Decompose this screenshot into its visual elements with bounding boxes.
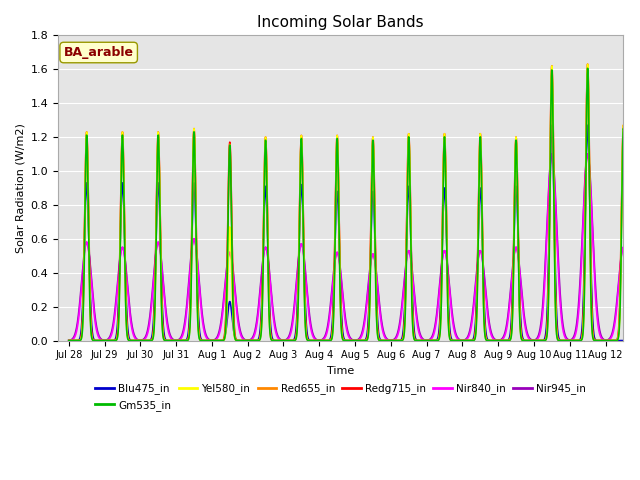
Red655_in	[285, 338, 292, 344]
Yel580_in	[584, 61, 591, 67]
Redg715_in	[399, 336, 406, 342]
Nir840_in	[85, 248, 93, 254]
Line: Redg715_in: Redg715_in	[68, 64, 640, 341]
Nir945_in	[637, 337, 640, 343]
Legend: Blu475_in, Gm535_in, Yel580_in, Red655_in, Redg715_in, Nir840_in, Nir945_in: Blu475_in, Gm535_in, Yel580_in, Red655_i…	[91, 379, 590, 415]
Gm535_in	[584, 65, 591, 71]
Gm535_in	[637, 338, 640, 344]
Red655_in	[414, 338, 422, 344]
Yel580_in	[334, 151, 342, 157]
Nir945_in	[85, 247, 93, 253]
Nir945_in	[285, 334, 292, 339]
Line: Blu475_in: Blu475_in	[68, 125, 640, 341]
Blu475_in	[334, 196, 342, 202]
Gm535_in	[334, 155, 342, 160]
Redg715_in	[637, 338, 640, 344]
Redg715_in	[584, 61, 591, 67]
Redg715_in	[85, 216, 93, 221]
Gm535_in	[414, 338, 422, 344]
Yel580_in	[414, 338, 422, 344]
Nir945_in	[399, 298, 406, 303]
Line: Gm535_in: Gm535_in	[68, 68, 640, 341]
X-axis label: Time: Time	[327, 366, 355, 376]
Red655_in	[637, 338, 640, 344]
Blu475_in	[637, 338, 640, 344]
Nir945_in	[502, 328, 509, 334]
Nir840_in	[285, 335, 292, 341]
Nir840_in	[65, 337, 72, 343]
Line: Red655_in: Red655_in	[68, 67, 640, 341]
Gm535_in	[502, 338, 509, 344]
Yel580_in	[85, 229, 93, 235]
Gm535_in	[399, 337, 406, 343]
Gm535_in	[285, 338, 292, 344]
Yel580_in	[65, 338, 72, 344]
Blu475_in	[399, 334, 406, 340]
Red655_in	[85, 223, 93, 229]
Yel580_in	[637, 338, 640, 344]
Blu475_in	[85, 230, 93, 236]
Red655_in	[399, 337, 406, 343]
Redg715_in	[502, 338, 509, 344]
Red655_in	[334, 151, 342, 157]
Y-axis label: Solar Radiation (W/m2): Solar Radiation (W/m2)	[15, 123, 25, 253]
Nir840_in	[637, 337, 640, 343]
Nir945_in	[414, 321, 422, 326]
Blu475_in	[65, 338, 72, 344]
Redg715_in	[414, 338, 422, 344]
Gm535_in	[85, 234, 93, 240]
Line: Yel580_in: Yel580_in	[68, 64, 640, 341]
Text: BA_arable: BA_arable	[64, 46, 134, 59]
Line: Nir840_in: Nir840_in	[68, 154, 640, 340]
Nir945_in	[334, 251, 342, 256]
Nir945_in	[584, 151, 591, 157]
Line: Nir945_in: Nir945_in	[68, 154, 640, 340]
Blu475_in	[414, 337, 422, 343]
Blu475_in	[285, 338, 292, 344]
Title: Incoming Solar Bands: Incoming Solar Bands	[257, 15, 424, 30]
Red655_in	[584, 64, 591, 70]
Redg715_in	[65, 338, 72, 344]
Redg715_in	[285, 338, 292, 344]
Yel580_in	[502, 338, 509, 344]
Nir840_in	[502, 331, 509, 336]
Nir945_in	[65, 337, 72, 343]
Yel580_in	[285, 338, 292, 344]
Nir840_in	[414, 324, 422, 330]
Nir840_in	[334, 251, 342, 256]
Yel580_in	[399, 337, 406, 343]
Blu475_in	[502, 338, 509, 344]
Red655_in	[65, 338, 72, 344]
Gm535_in	[65, 338, 72, 344]
Blu475_in	[584, 122, 591, 128]
Redg715_in	[334, 148, 342, 154]
Nir840_in	[584, 151, 591, 157]
Red655_in	[502, 338, 509, 344]
Nir840_in	[399, 302, 406, 308]
